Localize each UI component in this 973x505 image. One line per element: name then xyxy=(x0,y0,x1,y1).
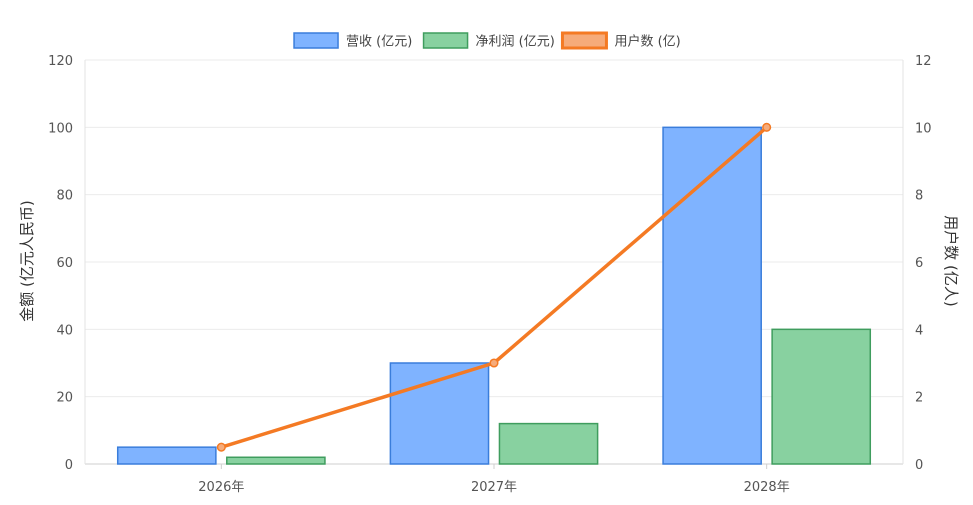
y-left-axis-title: 金额 (亿元人民币) xyxy=(18,200,36,321)
user-count-point xyxy=(216,442,226,452)
y-left-tick-label: 120 xyxy=(48,54,73,69)
y-left-tick-label: 80 xyxy=(56,189,73,204)
bar-net-profit xyxy=(771,328,872,465)
legend-label: 营收 (亿元) xyxy=(346,35,412,50)
user-count-point xyxy=(762,122,772,132)
y-right-tick-label: 4 xyxy=(915,323,923,338)
legend-swatch xyxy=(293,32,339,49)
legend-label: 净利润 (亿元) xyxy=(476,35,555,50)
bar-net-profit xyxy=(226,456,326,465)
y-left-tick-label: 60 xyxy=(56,256,73,271)
x-tick-label: 2026年 xyxy=(198,480,244,495)
y-right-tick-label: 6 xyxy=(915,256,923,271)
axes: 0 20 40 60 80 100 120 0 2 4 6 8 10 12 2026年 2027年 2028年 xyxy=(48,54,931,495)
y-left-tick-label: 40 xyxy=(56,323,73,338)
y-right-tick-label: 10 xyxy=(915,121,932,136)
bar-net-profit xyxy=(498,422,599,465)
grid-lines xyxy=(85,59,903,465)
line-series xyxy=(216,122,772,452)
legend-label: 用户数 (亿) xyxy=(614,34,680,50)
y-left-tick-label: 100 xyxy=(48,121,73,136)
bar-revenue xyxy=(662,126,762,465)
bar-revenue xyxy=(116,446,217,465)
y-right-axis-title: 用户数 (亿人) xyxy=(942,215,960,306)
y-right-tick-label: 8 xyxy=(915,189,923,204)
x-tick-label: 2027年 xyxy=(471,480,517,495)
y-right-tick-label: 12 xyxy=(915,54,932,69)
user-count-point xyxy=(489,358,499,368)
y-left-tick-label: 20 xyxy=(56,391,73,406)
y-left-tick-label: 0 xyxy=(65,458,73,473)
legend-swatch xyxy=(560,31,608,50)
legend: 营收 (亿元) 净利润 (亿元) 用户数 (亿) xyxy=(293,31,681,50)
x-tick-label: 2028年 xyxy=(744,480,790,495)
bars xyxy=(116,126,872,465)
legend-swatch xyxy=(422,32,469,49)
y-right-tick-label: 2 xyxy=(915,391,923,406)
y-right-tick-label: 0 xyxy=(915,458,923,473)
